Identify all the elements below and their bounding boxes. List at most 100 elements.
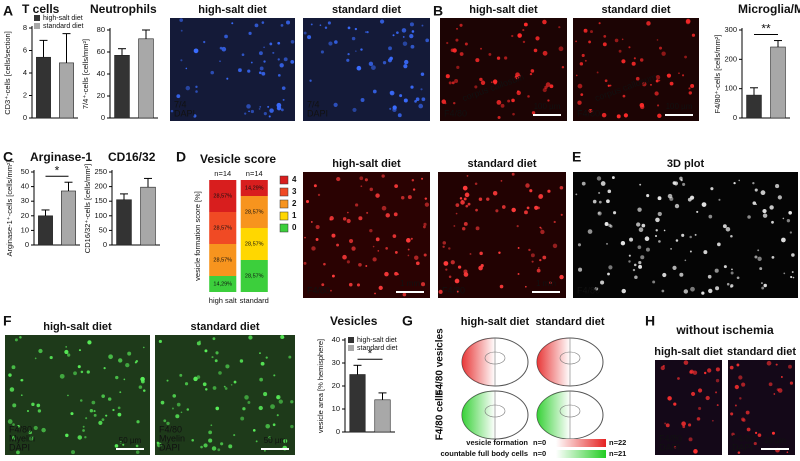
cell-dot [250, 61, 253, 64]
chart-title: Vesicle score [200, 152, 276, 166]
cell-dot [681, 233, 685, 237]
y-tick-label: 6 [23, 45, 27, 54]
cell-dot [467, 202, 471, 206]
cell-dot [537, 266, 540, 269]
cell-dot [358, 216, 363, 221]
panel-letter: H [645, 313, 655, 329]
y-tick-label: 250 [94, 167, 107, 176]
cell-dot [682, 425, 686, 429]
cell-dot [244, 395, 249, 400]
micrograph [303, 18, 430, 121]
chart-title: T cells [22, 2, 60, 16]
cell-dot [760, 190, 766, 196]
cell-dot [448, 247, 451, 250]
micrograph [170, 18, 295, 121]
map-column-title: high-salt diet [461, 316, 530, 328]
cell-dot [715, 391, 718, 394]
cell-dot [782, 217, 785, 220]
bar [374, 399, 391, 433]
cell-dot [558, 26, 561, 29]
cell-dot [673, 181, 679, 186]
cell-dot [36, 403, 41, 408]
cell-dot [526, 206, 530, 210]
image-title: 3D plot [667, 158, 705, 170]
stain-label: DAPI [659, 442, 680, 452]
cell-dot [607, 272, 610, 276]
cell-dot [636, 222, 641, 227]
cell-dot [259, 66, 264, 71]
cell-dot [319, 24, 322, 26]
error-bar [41, 209, 50, 216]
cell-dot [665, 423, 670, 428]
cell-dot [613, 211, 617, 215]
cell-dot [754, 431, 758, 435]
cell-dot [78, 349, 81, 352]
cell-dot [682, 74, 685, 77]
cell-dot [688, 423, 692, 427]
cell-dot [255, 440, 258, 443]
cell-dot [91, 400, 96, 405]
cell-dot [203, 443, 208, 448]
legend-swatch [348, 345, 354, 351]
cell-dot [680, 179, 683, 182]
cell-dot [414, 255, 419, 260]
value-label: 28,57% [245, 241, 264, 247]
cell-dot [59, 373, 65, 379]
cell-dot [389, 56, 393, 61]
cell-dot [596, 176, 602, 181]
cell-dot [596, 71, 599, 74]
cell-dot [559, 274, 564, 280]
cell-dot [678, 72, 680, 75]
cell-dot [607, 84, 610, 87]
y-tick-label: 50 [21, 167, 29, 176]
cell-dot [331, 274, 335, 278]
cell-dot [462, 226, 466, 231]
cell-dot [667, 396, 672, 401]
cell-dot [224, 387, 228, 390]
brain-ventricle [484, 351, 506, 365]
cell-dot [9, 387, 15, 392]
cell-dot [171, 407, 174, 410]
cell-dot [372, 89, 377, 94]
cell-dot [87, 340, 92, 345]
cell-dot [688, 87, 691, 90]
cell-dot [176, 94, 181, 99]
cell-dot [37, 409, 42, 413]
cell-dot [631, 61, 636, 66]
micrograph [303, 172, 430, 298]
cell-dot [170, 109, 174, 113]
cell-dot [283, 438, 288, 444]
cell-dot [336, 176, 341, 182]
scale-label: 100 µm [534, 102, 561, 111]
error-bar [353, 364, 362, 375]
scale-label: 1 mm [400, 279, 420, 288]
map-legend-scale [556, 439, 606, 447]
image-title: high-salt diet [654, 346, 723, 358]
cell-dot [479, 77, 483, 82]
cell-dot [663, 229, 666, 232]
cell-dot [101, 394, 105, 398]
cell-dot [424, 197, 428, 200]
cell-dot [280, 335, 285, 339]
y-tick-label: 0 [733, 113, 737, 122]
cell-dot [80, 370, 84, 374]
cell-dot [741, 382, 746, 387]
cell-dot [359, 176, 364, 181]
n-label: n=14 [214, 169, 231, 178]
chart-title: Neutrophils [90, 2, 157, 16]
cell-dot [621, 38, 624, 41]
cell-dot [639, 58, 644, 62]
cell-dot [730, 412, 734, 416]
bar [116, 199, 132, 246]
cell-dot [460, 200, 465, 205]
cell-dot [641, 223, 646, 228]
cell-dot [333, 102, 338, 107]
y-tick-label: 0 [336, 427, 340, 436]
image-title: standard diet [727, 346, 796, 358]
cell-dot [368, 61, 374, 67]
cell-dot [41, 427, 46, 433]
cell-dot [730, 234, 733, 238]
cell-dot [575, 40, 577, 43]
cell-dot [560, 213, 563, 216]
micrograph [438, 172, 566, 298]
